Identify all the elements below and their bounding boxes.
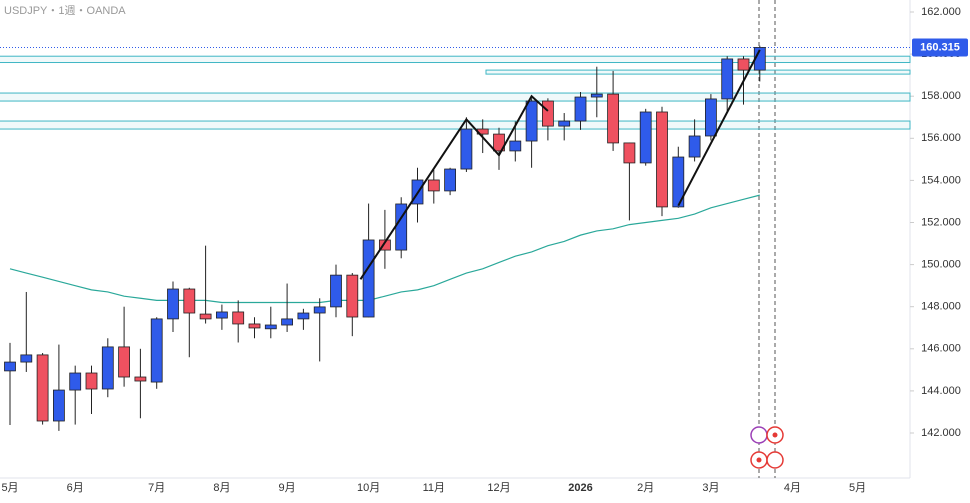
y-tick-label: 142.000 bbox=[921, 427, 961, 439]
y-tick-label: 152.000 bbox=[921, 216, 961, 228]
candle-body bbox=[53, 389, 65, 422]
candle-body bbox=[199, 313, 212, 320]
candle-body bbox=[215, 311, 228, 319]
x-tick-label: 7月 bbox=[148, 482, 165, 494]
zone bbox=[0, 55, 911, 64]
candle-body bbox=[688, 135, 701, 158]
x-tick-label: 3月 bbox=[702, 482, 719, 494]
candle-body bbox=[509, 140, 522, 152]
candle-body bbox=[362, 239, 375, 318]
zone bbox=[0, 92, 911, 102]
candle-body bbox=[590, 93, 603, 98]
x-tick-label: 4月 bbox=[784, 482, 801, 494]
candle-body bbox=[460, 128, 473, 170]
candle-body bbox=[558, 120, 571, 127]
candle-body bbox=[639, 111, 652, 164]
candle-body bbox=[672, 156, 685, 208]
candle-body bbox=[427, 179, 440, 192]
candle-body bbox=[183, 288, 196, 314]
event-icon bbox=[766, 451, 784, 469]
candle-body bbox=[378, 239, 391, 251]
candle-body bbox=[36, 354, 49, 422]
y-tick-label: 148.000 bbox=[921, 301, 961, 313]
candle-body bbox=[248, 323, 261, 329]
chart-title: USDJPY・1週・OANDA bbox=[4, 4, 126, 17]
candle-body bbox=[4, 361, 16, 372]
candle-body bbox=[542, 100, 554, 127]
candle-body bbox=[623, 142, 636, 164]
x-tick-label: 2月 bbox=[637, 482, 654, 494]
y-tick-label: 162.000 bbox=[921, 6, 961, 18]
event-icons bbox=[750, 426, 784, 469]
last-price-box bbox=[912, 38, 968, 57]
zigzag-line bbox=[677, 49, 761, 207]
event-icon bbox=[756, 457, 762, 463]
candle-body bbox=[297, 312, 310, 320]
candle-body bbox=[20, 354, 33, 363]
candle-body bbox=[167, 288, 179, 320]
candle-body bbox=[330, 274, 342, 308]
x-tick-label: 11月 bbox=[423, 482, 445, 494]
last-price-label: 160.315 bbox=[920, 41, 960, 53]
candle-body bbox=[656, 111, 668, 208]
x-tick-label: 8月 bbox=[213, 482, 230, 494]
x-tick-label: 2026 bbox=[568, 482, 592, 494]
candle-body bbox=[118, 346, 130, 378]
y-tick-label: 146.000 bbox=[921, 343, 961, 355]
candle-body bbox=[525, 100, 538, 142]
event-icon bbox=[772, 432, 778, 438]
x-tick-label: 6月 bbox=[67, 482, 84, 494]
candle-body bbox=[737, 58, 750, 71]
y-tick-label: 158.000 bbox=[921, 90, 961, 102]
y-tick-label: 144.000 bbox=[921, 385, 961, 397]
candle-body bbox=[444, 168, 457, 192]
y-tick-label: 154.000 bbox=[921, 174, 961, 186]
candle-body bbox=[721, 58, 734, 100]
x-tick-label: 12月 bbox=[487, 482, 510, 494]
candle-body bbox=[313, 306, 326, 314]
y-tick-label: 150.000 bbox=[921, 259, 961, 271]
zone bbox=[485, 69, 911, 75]
event-icon bbox=[750, 426, 768, 444]
x-tick-label: 5月 bbox=[849, 482, 866, 494]
candle-body bbox=[150, 318, 163, 383]
candle-body bbox=[346, 274, 359, 318]
x-tick-label: 9月 bbox=[279, 482, 296, 494]
candle-body bbox=[264, 324, 277, 330]
zigzag-line bbox=[359, 94, 549, 280]
x-tick-label: 10月 bbox=[357, 482, 380, 494]
y-tick-label: 156.000 bbox=[921, 132, 961, 144]
candle-body bbox=[281, 318, 294, 326]
candle-body bbox=[493, 133, 505, 152]
zone bbox=[0, 120, 911, 130]
candle-body bbox=[69, 372, 82, 391]
candle-body bbox=[101, 346, 114, 390]
moving-average bbox=[9, 194, 760, 304]
candle-body bbox=[574, 96, 587, 122]
x-tick-label: 5月 bbox=[1, 482, 18, 494]
candle-body bbox=[134, 376, 147, 382]
candle-body bbox=[705, 98, 717, 137]
candle-body bbox=[85, 372, 98, 390]
candle-body bbox=[607, 93, 619, 144]
candle-body bbox=[232, 311, 245, 325]
